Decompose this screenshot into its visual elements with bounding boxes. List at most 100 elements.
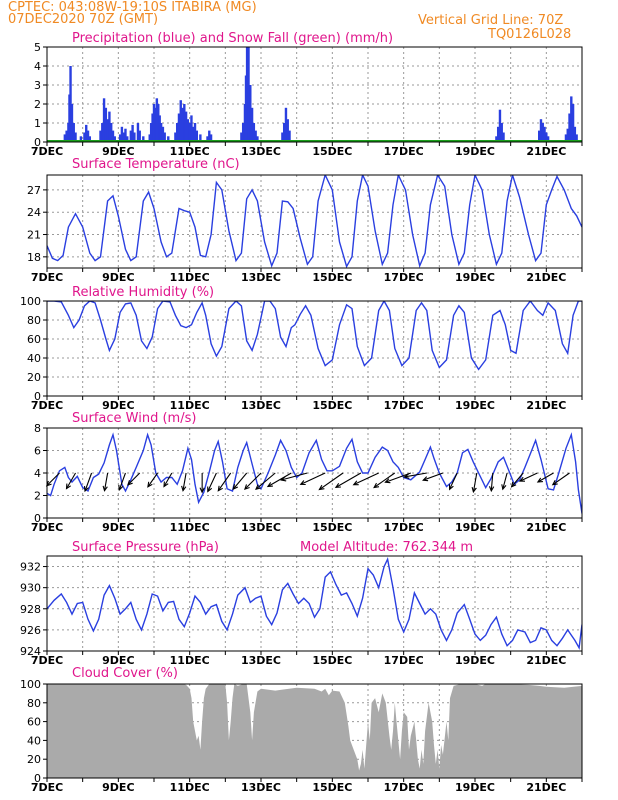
precip-ytick-label: 3: [34, 79, 41, 92]
precip-bar: [192, 126, 195, 142]
wind-vector: [65, 472, 77, 490]
wind-vector: [448, 472, 458, 491]
temp-xtick-label: 15DEC: [312, 271, 352, 284]
precip-bar: [154, 107, 157, 142]
precip-bar: [546, 136, 550, 142]
precip-bar: [564, 134, 568, 142]
precip-bar: [566, 128, 569, 142]
precip-bar: [184, 111, 188, 142]
cloud-xtick-label: 11DEC: [170, 781, 210, 794]
pres-xtick-label: 15DEC: [312, 654, 352, 667]
wind-vector-shaft: [404, 472, 427, 478]
precip-bar: [113, 136, 116, 142]
rh-title: Relative Humidity (%): [72, 285, 214, 300]
wind-vector: [384, 472, 411, 484]
cloud-xtick-label: 17DEC: [384, 781, 424, 794]
wind-vector: [536, 472, 554, 483]
wind-vector-head: [255, 484, 261, 491]
rh-xtick-label: 11DEC: [170, 399, 210, 412]
precip-bar: [209, 134, 213, 142]
precip-panel: [43, 46, 583, 146]
precip-bar: [99, 130, 102, 142]
precip-bar: [240, 132, 243, 142]
precip-bar: [179, 100, 182, 142]
wind-vector: [232, 472, 248, 491]
precip-bar: [102, 98, 106, 142]
pres-ytick-label: 932: [20, 561, 41, 574]
wind-vector-shaft: [300, 472, 326, 485]
pres-ytick-label: 930: [20, 582, 41, 595]
precip-bar: [104, 107, 108, 142]
precip-bar: [111, 130, 115, 142]
wind-vector-shaft: [84, 472, 93, 492]
wind-xtick-label: 19DEC: [455, 521, 495, 534]
wind-vector-head: [373, 482, 380, 489]
precip-bar: [69, 66, 72, 142]
wind-vector: [207, 472, 217, 493]
wind-vector-head: [471, 486, 477, 494]
precip-bar: [167, 136, 170, 142]
wind-xtick-label: 11DEC: [170, 521, 210, 534]
precip-bar: [496, 126, 500, 142]
pres-plot-area: [47, 556, 582, 651]
wind-vector-head: [536, 477, 543, 483]
precip-bar: [70, 104, 74, 142]
precip-ytick-label: 4: [34, 60, 41, 73]
wind-vector-shaft: [207, 472, 217, 492]
precip-bar: [152, 104, 156, 142]
precip-bar: [110, 123, 113, 142]
precip-bar: [539, 119, 543, 142]
precip-xtick-label: 17DEC: [384, 145, 424, 158]
precip-bar: [190, 115, 193, 142]
precip-bar: [148, 134, 151, 142]
wind-vector-shaft: [267, 472, 292, 487]
precip-bar: [541, 123, 544, 142]
wind-vector-head: [384, 478, 391, 484]
wind-vector-shaft: [319, 472, 344, 490]
precip-xtick-label: 15DEC: [312, 145, 352, 158]
wind-vector: [147, 472, 159, 488]
cloud-ytick-label: 0: [34, 772, 41, 785]
pres-title: Surface Pressure (hPa): [72, 540, 219, 555]
wind-vector: [244, 472, 262, 490]
precip-bar: [136, 123, 140, 142]
pres-ytick-label: 928: [20, 603, 41, 616]
precip-bar: [72, 123, 75, 142]
pres-xtick-label: 19DEC: [455, 654, 495, 667]
wind-title: Surface Wind (m/s): [72, 411, 196, 426]
wind-vector-shaft: [118, 472, 126, 491]
precip-bar: [157, 104, 160, 142]
temp-xtick-label: 21DEC: [526, 271, 566, 284]
wind-vector-head: [488, 486, 495, 493]
wind-vector-head: [199, 487, 205, 494]
wind-vector: [510, 472, 524, 488]
wind-vector-shaft: [353, 472, 379, 486]
wind-vector-head: [147, 481, 153, 488]
cloud-ytick-label: 100: [20, 678, 41, 691]
precip-xtick-label: 13DEC: [241, 145, 281, 158]
cloud-xtick-label: 7DEC: [31, 781, 63, 794]
wind-vector-head: [118, 484, 124, 492]
pres-xtick-label: 7DEC: [31, 654, 63, 667]
precip-ytick-label: 2: [34, 98, 41, 111]
wind-vector-shaft: [244, 472, 262, 490]
precip-bar: [161, 126, 165, 142]
temp-ytick-label: 24: [27, 206, 41, 219]
wind-vector-head: [352, 480, 359, 486]
wind-vector-shaft: [46, 472, 60, 487]
wind-vector: [373, 472, 396, 489]
precip-bar: [571, 104, 575, 142]
rh-xtick-label: 15DEC: [312, 399, 352, 412]
wind-vector-head: [510, 481, 517, 488]
wind-vector-head: [163, 481, 169, 488]
precip-bar: [250, 107, 254, 142]
wind-vector: [255, 472, 276, 491]
wind-vector-head: [551, 480, 558, 486]
precip-bar: [568, 113, 571, 142]
wind-vector-shaft: [163, 472, 173, 487]
precip-ytick-label: 1: [34, 117, 41, 130]
rh-xtick-label: 19DEC: [455, 399, 495, 412]
rh-xtick-label: 17DEC: [384, 399, 424, 412]
wind-vector: [334, 472, 362, 489]
wind-vector-head: [127, 480, 133, 486]
